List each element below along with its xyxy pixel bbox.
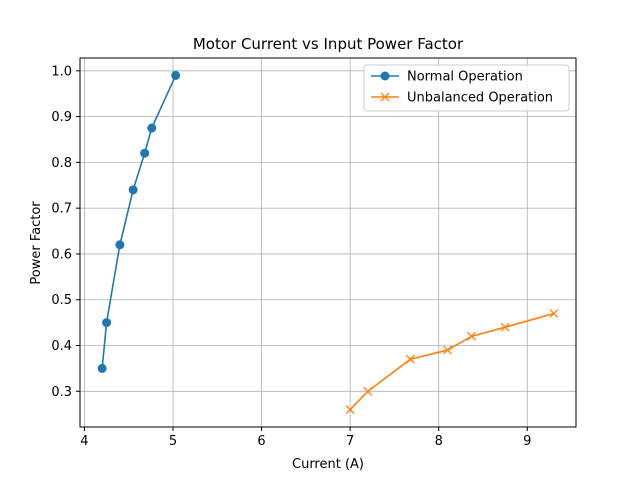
x-tick-label: 8 (435, 434, 443, 449)
y-tick-label: 0.4 (51, 339, 72, 354)
data-point-unbalanced (345, 405, 355, 415)
plot-frame (79, 57, 577, 428)
x-tick-label: 7 (346, 434, 354, 449)
legend-marker-unbalanced (380, 92, 390, 102)
data-point-normal (171, 70, 181, 80)
x-axis-label: Current (A) (292, 457, 364, 472)
legend-label-normal: Normal Operation (407, 70, 523, 85)
chart-title: Motor Current vs Input Power Factor (193, 35, 464, 53)
data-point-unbalanced (405, 354, 415, 364)
data-point-normal (102, 318, 112, 328)
x-tick-label: 9 (523, 434, 531, 449)
series-line-normal (101, 75, 177, 369)
data-point-unbalanced (363, 386, 373, 396)
ticks: 4 5 6 7 8 9 0.3 0.4 0.5 0.6 0.7 0.8 0.9 1.0 (51, 64, 531, 449)
series-layer (97, 70, 559, 415)
y-tick-label: 0.7 (51, 202, 72, 217)
legend: Normal Operation Unbalanced Operation (363, 64, 570, 112)
data-point-normal (128, 185, 138, 195)
y-tick-label: 1.0 (51, 64, 72, 79)
legend-box (363, 64, 570, 112)
y-tick-label: 0.9 (51, 110, 72, 125)
data-point-unbalanced (549, 309, 559, 318)
data-point-unbalanced (500, 322, 510, 332)
legend-marker-normal (380, 71, 390, 81)
x-tick-label: 4 (80, 434, 88, 449)
legend-label-unbalanced: Unbalanced Operation (407, 91, 553, 106)
grid (80, 58, 576, 427)
series-line-unbalanced (349, 312, 555, 411)
y-tick-label: 0.5 (51, 293, 72, 308)
data-point-normal (97, 363, 107, 373)
y-tick-label: 0.8 (51, 156, 72, 171)
y-axis-label: Power Factor (29, 201, 44, 285)
data-point-unbalanced (467, 331, 476, 341)
data-point-normal (147, 123, 157, 133)
data-point-normal (140, 148, 150, 158)
x-tick-label: 6 (257, 434, 265, 449)
data-point-unbalanced (443, 345, 453, 355)
y-tick-label: 0.3 (51, 385, 72, 400)
x-tick-label: 5 (169, 434, 177, 449)
data-point-normal (115, 240, 125, 250)
y-tick-label: 0.6 (51, 247, 72, 262)
